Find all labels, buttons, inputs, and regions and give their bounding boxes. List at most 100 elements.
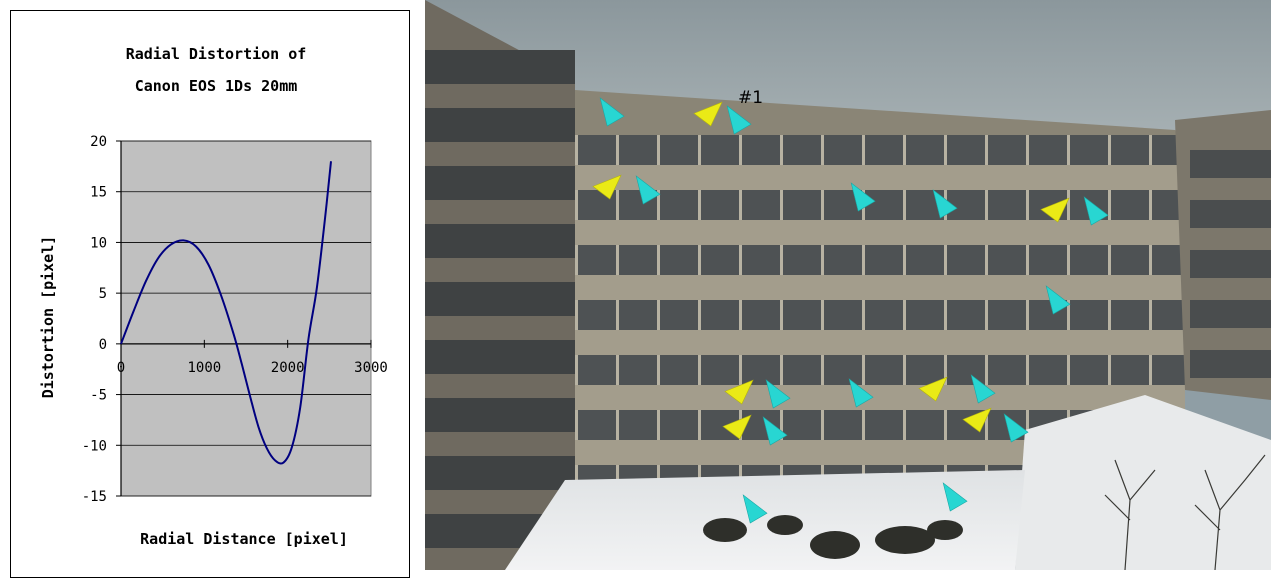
window-row (575, 245, 1185, 275)
window-mullion (1108, 355, 1111, 385)
window-mullion (575, 245, 578, 275)
window-mullion (862, 245, 865, 275)
window-mullion (985, 245, 988, 275)
left-window-band (425, 398, 575, 432)
window-mullion (657, 300, 660, 330)
window-mullion (1067, 355, 1070, 385)
cyan-marker (1003, 413, 1029, 443)
window-mullion (1108, 135, 1111, 165)
left-window-band (425, 340, 575, 374)
window-mullion (821, 135, 824, 165)
window-mullion (1026, 245, 1029, 275)
window-mullion (698, 245, 701, 275)
floor-band (575, 385, 1185, 410)
window-mullion (862, 300, 865, 330)
floor-band (575, 165, 1185, 190)
snowy-courtyard (505, 470, 1025, 570)
window-mullion (698, 300, 701, 330)
y-tick-label: 15 (90, 185, 107, 201)
window-mullion (698, 355, 701, 385)
plot-area: 20 15 10 5 0 -5 -10 -15 0 1000 2000 3000 (82, 134, 388, 505)
window-mullion (903, 190, 906, 220)
yellow-marker (693, 101, 723, 127)
window-mullion (616, 300, 619, 330)
window-mullion (1108, 300, 1111, 330)
window-mullion (575, 300, 578, 330)
cyan-marker (765, 379, 791, 409)
window-mullion (862, 135, 865, 165)
window-mullion (903, 245, 906, 275)
window-mullion (821, 355, 824, 385)
yellow-marker (1040, 197, 1070, 223)
window-mullion (1026, 135, 1029, 165)
window-mullion (985, 300, 988, 330)
window-mullion (575, 135, 578, 165)
window-mullion (985, 135, 988, 165)
window-mullion (821, 410, 824, 440)
cyan-marker (932, 189, 958, 219)
window-row (575, 300, 1185, 330)
right-window-band (1190, 250, 1271, 278)
y-tick-label: -15 (82, 489, 107, 505)
window-mullion (821, 245, 824, 275)
plot-background (120, 140, 372, 497)
window-mullion (1026, 190, 1029, 220)
window-mullion (985, 355, 988, 385)
window-mullion (903, 355, 906, 385)
chart-title-line-1: Radial Distortion of (126, 45, 307, 63)
window-mullion (1026, 355, 1029, 385)
window-row (575, 135, 1185, 165)
x-axis-label: Radial Distance [pixel] (140, 530, 348, 548)
left-window-band (425, 456, 575, 490)
window-mullion (985, 410, 988, 440)
courtyard-shrubs (703, 515, 963, 559)
window-mullion (1149, 135, 1152, 165)
window-mullion (616, 135, 619, 165)
yellow-marker (592, 174, 622, 200)
window-mullion (739, 245, 742, 275)
building-photo-drawing: #1 (425, 0, 1271, 570)
distortion-curve (120, 161, 332, 465)
window-mullion (1067, 190, 1070, 220)
x-tick-label: 3000 (354, 360, 388, 376)
x-tick-label: 1000 (187, 360, 221, 376)
window-mullion (944, 245, 947, 275)
chart-title-line-2: Canon EOS 1Ds 20mm (135, 77, 298, 95)
window-mullion (780, 190, 783, 220)
x-tick-label: 2000 (271, 360, 305, 376)
cyan-marker (742, 494, 768, 524)
y-tick-label: -5 (90, 388, 107, 404)
yellow-marker (962, 407, 992, 433)
window-mullion (739, 135, 742, 165)
right-window-band (1190, 350, 1271, 378)
right-window-band (1190, 200, 1271, 228)
window-mullion (1067, 300, 1070, 330)
window-mullion (1108, 245, 1111, 275)
y-tick-label: -10 (82, 438, 107, 454)
cyan-marker (599, 97, 625, 127)
window-mullion (698, 410, 701, 440)
window-mullion (780, 300, 783, 330)
window-mullion (944, 410, 947, 440)
window-mullion (944, 135, 947, 165)
y-tick-label: 10 (90, 235, 107, 251)
window-mullion (657, 410, 660, 440)
cyan-marker (1045, 285, 1071, 315)
window-mullion (657, 135, 660, 165)
window-mullion (575, 355, 578, 385)
window-mullion (944, 300, 947, 330)
window-mullion (1026, 300, 1029, 330)
marker-label: #1 (738, 88, 763, 108)
window-mullion (575, 190, 578, 220)
window-mullion (780, 245, 783, 275)
window-mullion (739, 300, 742, 330)
cyan-marker (762, 416, 788, 446)
window-mullion (698, 135, 701, 165)
window-mullion (903, 300, 906, 330)
window-mullion (903, 135, 906, 165)
window-mullion (1108, 190, 1111, 220)
distortion-chart-panel: Radial Distortion of Canon EOS 1Ds 20mm … (10, 10, 410, 578)
bare-trees (1104, 454, 1266, 570)
cyan-marker (635, 175, 661, 205)
window-mullion (657, 190, 660, 220)
